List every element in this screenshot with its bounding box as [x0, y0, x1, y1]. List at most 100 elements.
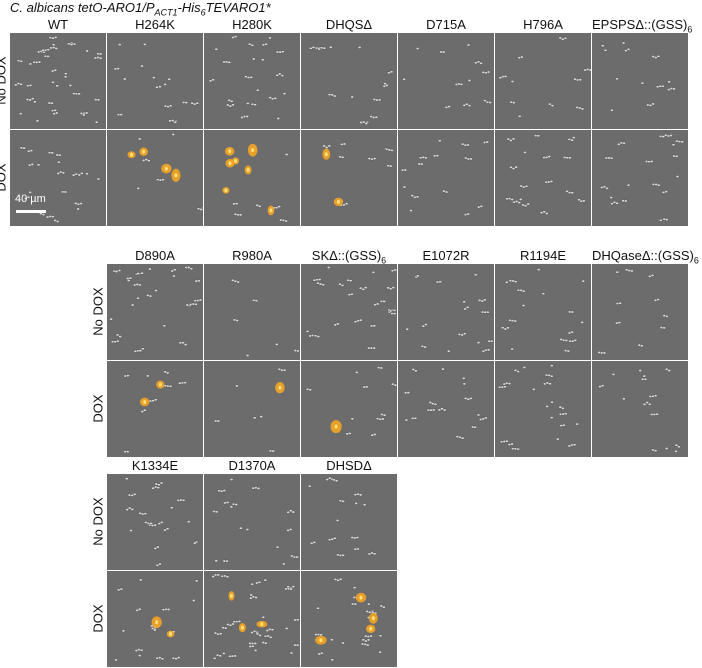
- yeast-cell: [264, 42, 268, 46]
- yeast-cell: [645, 401, 649, 404]
- panel-no-dox: [204, 33, 300, 129]
- yeast-cell: [288, 528, 293, 531]
- yeast-cell: [192, 541, 197, 545]
- yeast-cell: [35, 119, 40, 123]
- yeast-cell: [473, 425, 477, 429]
- yeast-cell: [275, 342, 279, 346]
- micrograph-cells: [403, 367, 488, 440]
- strain-column: SKΔ::(GSS)6: [301, 247, 397, 458]
- micrograph-cells: [222, 143, 289, 223]
- yeast-cell: [390, 149, 394, 152]
- panel-no-dox: [301, 474, 397, 570]
- micrograph-cells: [124, 477, 199, 567]
- micrograph-cells: [214, 367, 287, 453]
- yeast-cell: [364, 122, 369, 125]
- yeast-cell: [121, 629, 126, 633]
- yeast-cell: [656, 54, 661, 58]
- yeast-cell: [46, 48, 51, 52]
- micrograph-cells: [405, 273, 494, 353]
- yeast-cell: [378, 634, 383, 638]
- yeast-cell: [571, 136, 576, 140]
- yeast-cell: [411, 368, 416, 371]
- yeast-cell: [28, 190, 32, 194]
- yeast-cell: [170, 119, 175, 122]
- yeast-cell: [661, 84, 665, 88]
- yeast-cell: [372, 324, 377, 328]
- figure-title: C. albicans tetO-ARO1/PACT1-His6TEVARO1*: [10, 0, 271, 18]
- yeast-cell: [647, 402, 652, 406]
- yeast-cell: [483, 298, 487, 302]
- fluorescent-core: [142, 149, 146, 154]
- yeast-cell: [512, 101, 516, 105]
- yeast-cell: [602, 351, 607, 355]
- yeast-cell: [199, 208, 203, 211]
- micrograph-cells: [123, 370, 187, 454]
- yeast-cell: [158, 562, 162, 566]
- yeast-cell: [251, 57, 256, 61]
- yeast-cell: [194, 579, 199, 583]
- yeast-cell: [85, 172, 89, 176]
- fluorescent-core: [143, 399, 147, 404]
- yeast-cell: [153, 523, 157, 527]
- yeast-cell: [669, 134, 673, 137]
- yeast-cell: [53, 68, 58, 72]
- yeast-cell: [295, 555, 299, 559]
- yeast-cell: [153, 628, 157, 632]
- yeast-cell: [311, 45, 316, 49]
- yeast-cell: [570, 330, 574, 334]
- yeast-cell: [680, 140, 684, 144]
- yeast-cell: [536, 268, 541, 271]
- yeast-cell: [523, 151, 527, 154]
- yeast-cell: [340, 155, 345, 159]
- panel-dox: [204, 361, 300, 457]
- strain-label: EPSPSΔ::(GSS)6: [592, 17, 693, 35]
- yeast-cell: [410, 194, 415, 198]
- yeast-cell: [184, 101, 189, 105]
- yeast-cell: [77, 173, 82, 177]
- fluorescent-core: [155, 620, 159, 625]
- yeast-cell: [367, 602, 371, 606]
- yeast-cell: [463, 307, 467, 311]
- yeast-cell: [664, 218, 669, 222]
- yeast-cell: [518, 198, 523, 201]
- fluorescent-core: [319, 638, 323, 643]
- yeast-cell: [128, 276, 133, 280]
- yeast-cell: [658, 218, 663, 222]
- yeast-cell: [503, 75, 508, 78]
- yeast-cell: [486, 310, 490, 314]
- yeast-cell: [270, 628, 275, 632]
- panel-no-dox: [398, 33, 494, 129]
- yeast-cell: [212, 656, 217, 660]
- yeast-cell: [117, 43, 122, 47]
- yeast-cell: [615, 77, 619, 81]
- panel-no-dox: [10, 33, 106, 129]
- strain-column: H280K: [204, 16, 300, 227]
- yeast-cell: [524, 184, 529, 188]
- yeast-cell: [149, 522, 153, 525]
- fluorescent-core: [169, 631, 173, 636]
- yeast-cell: [486, 70, 491, 74]
- yeast-cell: [382, 413, 387, 417]
- yeast-cell: [469, 397, 473, 400]
- yeast-cell: [341, 641, 345, 645]
- yeast-cell: [189, 267, 194, 271]
- yeast-cell: [510, 80, 515, 83]
- yeast-cell: [54, 111, 59, 115]
- yeast-cell: [568, 156, 572, 160]
- yeast-cell: [416, 274, 420, 278]
- yeast-cell: [156, 545, 160, 549]
- yeast-cell: [561, 406, 565, 410]
- yeast-cell: [664, 447, 669, 450]
- yeast-cell: [284, 219, 288, 223]
- strain-label: H264K: [135, 17, 175, 32]
- yeast-cell: [609, 196, 613, 199]
- yeast-cell: [18, 112, 23, 116]
- yeast-cell: [548, 382, 552, 386]
- yeast-cell: [153, 398, 158, 402]
- yeast-cell: [336, 322, 340, 326]
- panel-no-dox: [301, 33, 397, 129]
- yeast-cell: [516, 447, 520, 451]
- fluorescent-core: [224, 188, 228, 193]
- panel-dox: [107, 361, 203, 457]
- yeast-cell: [281, 562, 286, 566]
